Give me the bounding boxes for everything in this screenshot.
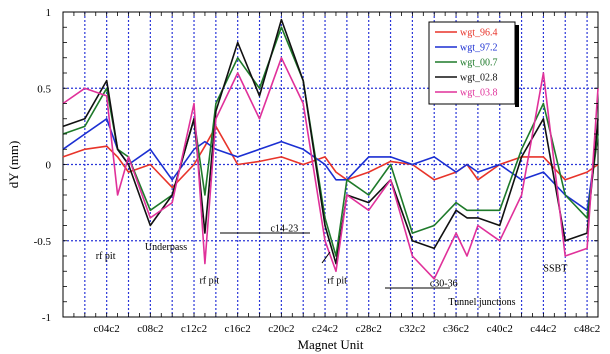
x-tick-label: c04c2 [94, 323, 120, 335]
x-tick-label: c24c2 [312, 323, 338, 335]
x-tick-label: c28c2 [356, 323, 382, 335]
x-tick-label: c20c2 [268, 323, 294, 335]
series-layer [62, 18, 599, 280]
y-tick-label: -1 [42, 312, 51, 324]
annotation-label: Underpass [145, 242, 187, 253]
x-tick-label: c32c2 [399, 323, 425, 335]
x-tick-label: c40c2 [487, 323, 513, 335]
y-tick-label: 0.5 [37, 83, 51, 95]
legend: wgt_96.4 wgt_97.2 wgt_00.7 wgt_02.8 wgt_03.8 [428, 21, 519, 107]
x-tick-label: c12c2 [181, 323, 207, 335]
legend-box [428, 21, 516, 105]
y-tick-label: 1 [46, 7, 52, 19]
x-tick-label: c48c2 [574, 323, 600, 335]
x-axis-label: Magnet Unit [297, 337, 363, 352]
legend-label: wgt_02.8 [460, 73, 498, 84]
annotation-label: Tunnel junctions [448, 297, 515, 308]
legend-shadow [515, 25, 519, 107]
series-line-wgt-02-8 [62, 18, 599, 265]
legend-label: wgt_00.7 [460, 58, 498, 69]
legend-label: wgt_97.2 [460, 43, 498, 54]
axes-layer: c04c2 c08c2 c12c2 c16c2 c20c2 c24c2 c28c2 c32c2… [6, 7, 600, 352]
annotation-label: rf pit [96, 251, 116, 262]
series-line-wgt-96-4 [62, 125, 599, 189]
series-line-wgt-03-8 [62, 56, 599, 280]
annotation-label: rf pit [327, 275, 347, 286]
rf-pit-pointer [321, 251, 331, 264]
legend-label: wgt_96.4 [460, 28, 498, 39]
x-tick-label: c08c2 [137, 323, 163, 335]
x-tick-label: c44c2 [530, 323, 556, 335]
y-tick-label: 0 [46, 160, 52, 172]
annotation-label: rf pit [199, 275, 219, 286]
annotation-label: c30-36 [430, 279, 458, 290]
y-axis-label: dY (mm) [6, 141, 21, 189]
annotation-label: SSBT [543, 263, 567, 274]
annotation-label: c14-23 [270, 224, 298, 235]
y-tick-label: -0.5 [34, 236, 52, 248]
series-line-wgt-97-2 [62, 118, 599, 212]
annotation-layer: rf pit Underpass rf pit c14-23 rf pit c30-36 T… [96, 224, 568, 308]
series-line-wgt-00-7 [62, 26, 599, 257]
x-tick-label: c36c2 [443, 323, 469, 335]
x-tick-label: c16c2 [225, 323, 251, 335]
legend-label: wgt_03.8 [460, 88, 498, 99]
